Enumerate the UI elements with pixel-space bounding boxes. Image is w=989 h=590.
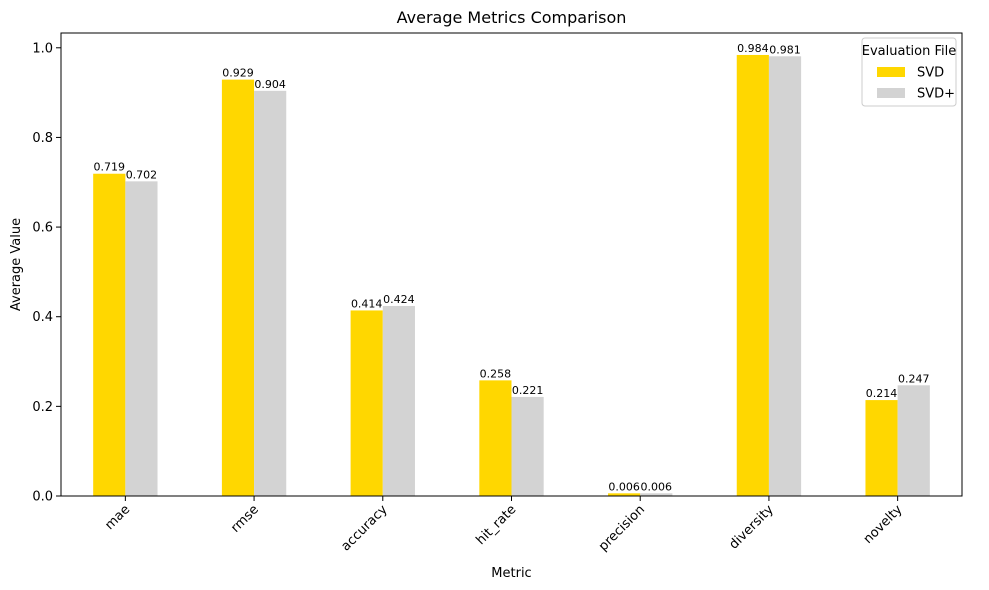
bar-mae-svd bbox=[93, 173, 126, 496]
data-label-hit_rate-svd: 0.258 bbox=[480, 367, 512, 380]
legend: Evaluation File SVD SVD+ bbox=[861, 37, 957, 107]
y-tick-label: 0.6 bbox=[32, 221, 53, 236]
x-axis-label: Metric bbox=[491, 566, 531, 581]
y-tick-label: 0.4 bbox=[32, 310, 53, 325]
bars-group bbox=[93, 54, 930, 497]
x-tick-label-mae: mae bbox=[102, 502, 133, 533]
bar-novelty-svd bbox=[865, 400, 898, 496]
chart-title: Average Metrics Comparison bbox=[397, 8, 627, 27]
data-label-accuracy-svd-plus: 0.424 bbox=[383, 293, 415, 306]
bar-diversity-svd-plus bbox=[768, 56, 802, 496]
data-label-rmse-svd: 0.929 bbox=[222, 67, 254, 80]
data-label-novelty-svd: 0.214 bbox=[866, 387, 898, 400]
bar-precision-svd-plus bbox=[640, 493, 673, 496]
x-tick-label-diversity: diversity bbox=[726, 502, 776, 552]
data-label-mae-svd: 0.719 bbox=[94, 161, 126, 174]
x-tick-label-hit_rate: hit_rate bbox=[473, 502, 519, 548]
bar-accuracy-svd-plus bbox=[382, 305, 415, 496]
data-label-diversity-svd: 0.984 bbox=[737, 42, 769, 55]
x-tick-label-precision: precision bbox=[596, 502, 648, 554]
legend-swatch-svd-plus bbox=[877, 88, 905, 98]
data-label-precision-svd: 0.006 bbox=[608, 480, 640, 493]
bar-hit_rate-svd bbox=[479, 380, 512, 496]
data-label-accuracy-svd: 0.414 bbox=[351, 297, 383, 310]
y-tick-label: 1.0 bbox=[32, 41, 53, 56]
y-axis-label: Average Value bbox=[9, 218, 24, 311]
data-label-hit_rate-svd-plus: 0.221 bbox=[512, 384, 544, 397]
bar-novelty-svd-plus bbox=[897, 385, 930, 496]
legend-title: Evaluation File bbox=[862, 44, 956, 59]
y-tick-label: 0.8 bbox=[32, 131, 53, 146]
x-tick-label-accuracy: accuracy bbox=[339, 502, 391, 554]
legend-label-svd: SVD bbox=[917, 66, 944, 81]
data-label-mae-svd-plus: 0.702 bbox=[126, 168, 158, 181]
bar-mae-svd-plus bbox=[125, 181, 158, 496]
data-label-novelty-svd-plus: 0.247 bbox=[898, 372, 930, 385]
x-tick-label-novelty: novelty bbox=[861, 502, 906, 547]
bar-precision-svd bbox=[608, 493, 641, 496]
bar-rmse-svd-plus bbox=[254, 90, 287, 497]
bar-accuracy-svd bbox=[350, 310, 383, 496]
y-tick-label: 0.2 bbox=[32, 400, 53, 415]
legend-label-svd-plus: SVD+ bbox=[917, 87, 955, 102]
bar-hit_rate-svd-plus bbox=[511, 396, 544, 496]
y-axis: 0.0 0.2 0.4 0.6 0.8 1.0 bbox=[32, 41, 61, 505]
y-tick-label: 0.0 bbox=[32, 490, 53, 505]
data-label-diversity-svd-plus: 0.981 bbox=[769, 43, 801, 56]
data-label-rmse-svd-plus: 0.904 bbox=[254, 78, 286, 91]
bar-rmse-svd bbox=[221, 79, 255, 497]
data-label-precision-svd-plus: 0.006 bbox=[641, 480, 673, 493]
legend-swatch-svd bbox=[877, 67, 905, 77]
x-axis: mae rmse accuracy hit_rate precision diversit… bbox=[102, 496, 906, 554]
x-tick-label-rmse: rmse bbox=[228, 502, 262, 536]
bar-diversity-svd bbox=[736, 54, 769, 496]
